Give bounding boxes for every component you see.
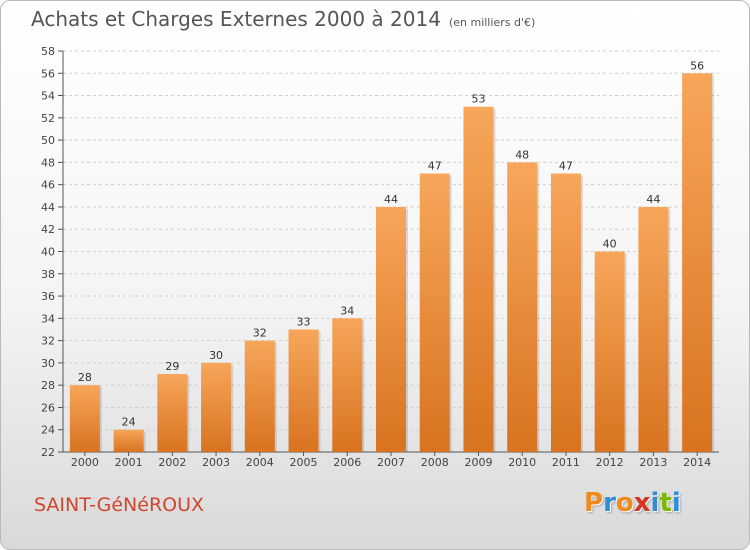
y-tick-label: 48 xyxy=(41,156,55,169)
x-tick-label: 2006 xyxy=(333,456,361,469)
labels: 22 24 26 28 30 32 34 36 38 40 42 44 46 48 50 52 54 56 58 28… xyxy=(41,45,711,469)
x-tick-label: 2005 xyxy=(290,456,318,469)
x-tick-label: 2000 xyxy=(71,456,99,469)
y-tick-label: 54 xyxy=(41,90,55,103)
chart-title: Achats et Charges Externes 2000 à 2014 (e… xyxy=(31,7,535,31)
y-tick-label: 44 xyxy=(41,201,55,214)
logo-letter: t xyxy=(659,488,672,518)
chart-title-text: Achats et Charges Externes 2000 à 2014 xyxy=(31,7,441,31)
y-tick-label: 40 xyxy=(41,246,55,259)
x-tick-label: 2010 xyxy=(508,456,536,469)
bar-value-label: 56 xyxy=(690,59,704,72)
bar-2004 xyxy=(244,340,275,452)
bar-2001 xyxy=(113,429,144,452)
bars xyxy=(69,73,715,453)
bar-2013 xyxy=(638,206,669,452)
x-tick-label: 2013 xyxy=(639,456,667,469)
x-tick-label: 2009 xyxy=(464,456,492,469)
bar-value-label: 33 xyxy=(297,315,311,328)
y-tick-label: 38 xyxy=(41,268,55,281)
bar-value-label: 47 xyxy=(428,160,442,173)
logo-letter: P xyxy=(584,488,604,518)
bar-2008 xyxy=(419,173,450,452)
bar-value-label: 40 xyxy=(603,238,617,251)
bar-2006 xyxy=(332,318,363,452)
y-tick-label: 36 xyxy=(41,290,55,303)
y-tick-label: 34 xyxy=(41,312,55,325)
bar-2010 xyxy=(507,162,538,452)
x-tick-label: 2014 xyxy=(683,456,711,469)
bar-value-label: 44 xyxy=(646,193,660,206)
bar-2007 xyxy=(376,206,406,452)
proxiti-logo: Proxiti xyxy=(584,488,681,518)
logo-letter: i xyxy=(671,488,681,518)
bar-value-label: 48 xyxy=(515,148,529,161)
logo-letter: o xyxy=(615,488,634,518)
logo-letter: x xyxy=(633,488,651,518)
bar-value-label: 34 xyxy=(340,304,354,317)
logo-letter: r xyxy=(603,488,616,518)
y-tick-label: 22 xyxy=(41,446,55,459)
x-tick-label: 2012 xyxy=(596,456,624,469)
y-tick-label: 24 xyxy=(41,424,55,437)
city-name: SAINT-GéNéROUX xyxy=(34,494,205,516)
x-tick-label: 2004 xyxy=(246,456,274,469)
y-tick-label: 28 xyxy=(41,379,55,392)
bar-value-label: 30 xyxy=(209,349,223,362)
bar-2009 xyxy=(463,106,494,452)
bar-value-label: 44 xyxy=(384,193,398,206)
chart-subtitle: (en milliers d'€) xyxy=(448,16,536,29)
bar-value-label: 47 xyxy=(559,160,573,173)
bar-value-label: 32 xyxy=(253,327,267,340)
y-tick-label: 32 xyxy=(41,335,55,348)
y-tick-label: 58 xyxy=(41,45,55,58)
y-tick-label: 42 xyxy=(41,223,55,236)
y-tick-label: 56 xyxy=(41,67,55,80)
bar-2003 xyxy=(201,362,232,452)
x-tick-label: 2008 xyxy=(421,456,449,469)
bar-value-label: 29 xyxy=(165,360,179,373)
bar-value-label: 53 xyxy=(471,93,485,106)
bar-value-label: 24 xyxy=(122,416,136,429)
bar-2014 xyxy=(682,73,713,453)
bar-2002 xyxy=(157,374,188,452)
x-tick-label: 2007 xyxy=(377,456,405,469)
x-tick-label: 2003 xyxy=(202,456,230,469)
bar-2000 xyxy=(69,385,100,452)
x-tick-label: 2002 xyxy=(158,456,186,469)
bar-2011 xyxy=(550,173,581,452)
bar-2005 xyxy=(288,329,319,452)
y-tick-label: 26 xyxy=(41,401,55,414)
logo-letter: i xyxy=(650,488,660,518)
y-tick-label: 52 xyxy=(41,112,55,125)
y-tick-label: 50 xyxy=(41,134,55,147)
y-tick-label: 46 xyxy=(41,179,55,192)
y-tick-label: 30 xyxy=(41,357,55,370)
x-tick-label: 2011 xyxy=(552,456,580,469)
x-tick-label: 2001 xyxy=(115,456,143,469)
bar-2012 xyxy=(594,251,625,452)
bar-value-label: 28 xyxy=(78,371,92,384)
